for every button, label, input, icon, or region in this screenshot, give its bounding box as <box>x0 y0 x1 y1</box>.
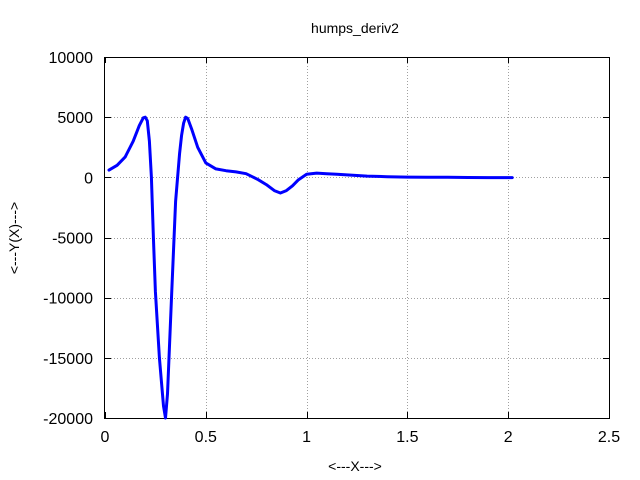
x-tick-label: 1.5 <box>396 429 418 446</box>
x-tick-label: 1 <box>302 429 311 446</box>
x-axis-title: <---X---> <box>328 458 382 474</box>
x-tick-label: 2.5 <box>598 429 620 446</box>
y-axis-title: <---Y(X)---> <box>6 202 22 274</box>
axis-ticks: 0 0.5 1 1.5 2 2.5 -20000 -15000 -10000 -5000 0 5000… <box>43 50 620 446</box>
x-tick-label: 0.5 <box>195 429 217 446</box>
series-layer <box>107 115 514 420</box>
x-tick-label: 0 <box>101 429 110 446</box>
y-tick-label: -5000 <box>52 231 93 248</box>
y-tick-label: 5000 <box>57 110 93 127</box>
grid-lines <box>105 57 609 418</box>
y-tick-label: -20000 <box>43 411 93 428</box>
x-tick-label: 2 <box>504 429 513 446</box>
y-tick-label: 0 <box>84 170 93 187</box>
plot-frame <box>104 57 610 419</box>
y-tick-label: 10000 <box>49 50 94 67</box>
y-tick-label: -15000 <box>43 351 93 368</box>
series-line <box>107 115 514 420</box>
chart-title: humps_deriv2 <box>311 20 399 36</box>
y-tick-label: -10000 <box>43 291 93 308</box>
